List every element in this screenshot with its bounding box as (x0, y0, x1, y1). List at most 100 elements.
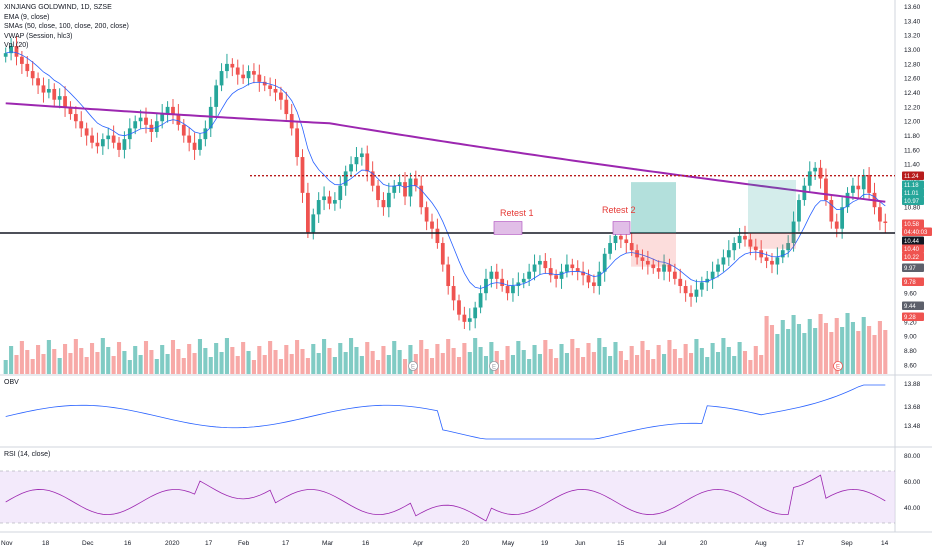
candle-body (516, 282, 521, 287)
candle-body (592, 282, 596, 287)
price-badge (902, 227, 932, 236)
volume-bar (316, 353, 321, 374)
event-marker-label: E (836, 364, 840, 370)
volume-bar (36, 345, 41, 374)
candle-body (246, 71, 251, 79)
candle-body (494, 271, 499, 279)
volume-bar (456, 357, 462, 374)
candle-body (68, 106, 73, 115)
y-tick-label: 12.20 (904, 104, 921, 111)
candle-body (381, 200, 386, 208)
candle-body (753, 246, 758, 251)
volume-bar (95, 352, 100, 374)
volume-bar (667, 340, 672, 374)
volume-bar (559, 344, 564, 374)
volume-bar (273, 350, 278, 374)
y-tick-label: 9.20 (904, 319, 917, 326)
candle-body (462, 314, 467, 322)
candle-body (829, 200, 834, 222)
candle-body (807, 171, 812, 186)
candle-body (122, 139, 127, 150)
volume-bar (116, 342, 122, 374)
volume-bar (780, 320, 785, 374)
volume-bar (170, 340, 176, 374)
candle-body (187, 135, 192, 143)
x-tick-label: 17 (282, 540, 290, 547)
candle-body (645, 260, 650, 265)
candle-body (413, 178, 418, 186)
price-badge (902, 252, 924, 261)
candle-body (624, 239, 629, 244)
volume-bar (63, 344, 68, 374)
volume-bar (246, 351, 251, 374)
candle-body (559, 271, 564, 279)
candle-body (165, 106, 170, 115)
candle-body (208, 106, 213, 129)
candle-body (408, 178, 413, 197)
volume-bar (807, 319, 812, 374)
candle-body (424, 207, 429, 222)
volume-bar (149, 350, 154, 374)
volume-bar (224, 338, 229, 374)
rsi-tick-label: 40.00 (904, 505, 921, 512)
candle-body (683, 286, 688, 294)
candle-body (149, 124, 154, 132)
x-tick-label: Apr (413, 540, 424, 547)
volume-bar (818, 314, 823, 374)
event-marker (408, 361, 418, 371)
retest2-box (612, 221, 631, 235)
candle-body (613, 235, 618, 244)
volume-bar (392, 341, 397, 374)
long-position-profit (631, 182, 676, 233)
candle-body (392, 185, 397, 193)
volume-bar (381, 346, 386, 374)
volume-bar (564, 353, 569, 374)
rsi-band (0, 471, 895, 523)
event-marker (489, 361, 499, 371)
price-badge (902, 301, 924, 310)
x-tick-label: Jul (658, 540, 667, 547)
candle-body (349, 164, 353, 172)
volume-bar (419, 340, 424, 374)
volume-bar (532, 345, 537, 374)
volume-bar (429, 358, 435, 374)
volume-bar (214, 343, 219, 374)
volume-bar (883, 330, 888, 374)
volume-bar (823, 323, 828, 374)
candle-body (554, 275, 559, 279)
candle-body (672, 271, 677, 279)
candle-body (63, 96, 67, 107)
volume-bar (656, 345, 661, 374)
candle-body (160, 114, 165, 122)
x-tick-label: Jun (575, 540, 586, 547)
volume-bar (446, 339, 451, 374)
volume-bar (742, 351, 748, 374)
candle-body (430, 221, 434, 229)
candle-body (235, 67, 240, 75)
x-tick-label: May (502, 540, 515, 547)
price-badge-label: 9.97 (904, 266, 916, 272)
candle-body (678, 278, 683, 287)
volume-bar (527, 359, 532, 374)
candle-body (883, 221, 888, 223)
long-position-loss (631, 232, 676, 267)
candle-body (370, 171, 375, 186)
volume-bar (850, 322, 855, 374)
volume-bar (597, 338, 602, 374)
candle-body (845, 192, 850, 208)
candle-body (100, 139, 105, 147)
candle-body (802, 185, 807, 201)
volume-bar (187, 344, 192, 374)
candle-body (3, 53, 8, 57)
ema-line (5, 51, 886, 289)
volume-bar (295, 340, 300, 374)
candle-body (111, 135, 116, 143)
candle-body (705, 278, 710, 283)
volume-bar (25, 350, 30, 374)
candle-body (856, 185, 861, 190)
volume-bar (645, 350, 650, 374)
candle-body (527, 271, 532, 279)
candle-body (511, 286, 515, 294)
x-tick-label: Nov (1, 540, 13, 547)
